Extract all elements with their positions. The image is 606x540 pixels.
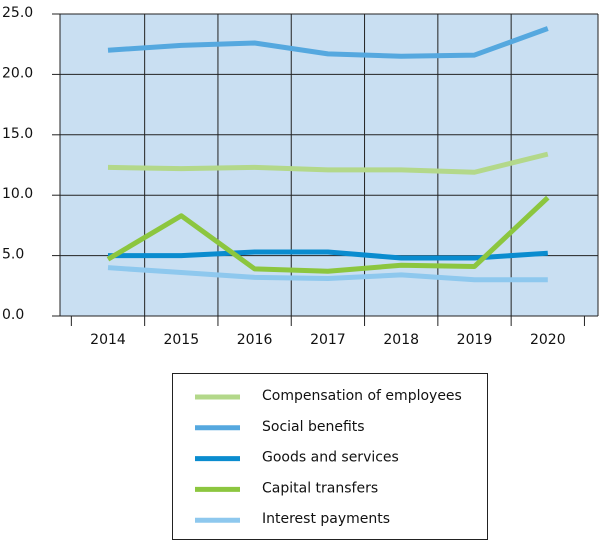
legend-label: Interest payments xyxy=(262,511,390,527)
x-tick-label: 2016 xyxy=(237,332,273,348)
x-tick-label: 2015 xyxy=(163,332,199,348)
y-tick-label: 0.0 xyxy=(2,307,24,323)
y-tick-label: 10.0 xyxy=(2,186,33,202)
series-line xyxy=(106,195,550,274)
series-line xyxy=(107,151,549,175)
legend-label: Compensation of employees xyxy=(262,388,462,404)
series-line xyxy=(107,26,549,59)
y-tick-label: 5.0 xyxy=(2,247,24,263)
series-line xyxy=(108,249,548,261)
x-tick-label: 2020 xyxy=(530,332,566,348)
y-tick-label: 15.0 xyxy=(2,126,33,142)
y-tick-label: 25.0 xyxy=(2,5,33,21)
x-tick-label: 2017 xyxy=(310,332,346,348)
legend-label: Social benefits xyxy=(262,419,365,435)
x-tick-label: 2014 xyxy=(90,332,126,348)
legend-label: Capital transfers xyxy=(262,480,378,496)
y-tick-label: 20.0 xyxy=(2,65,33,81)
series-line xyxy=(107,265,548,283)
x-tick-label: 2018 xyxy=(383,332,419,348)
x-tick-label: 2019 xyxy=(457,332,493,348)
legend-label: Goods and services xyxy=(262,450,399,466)
